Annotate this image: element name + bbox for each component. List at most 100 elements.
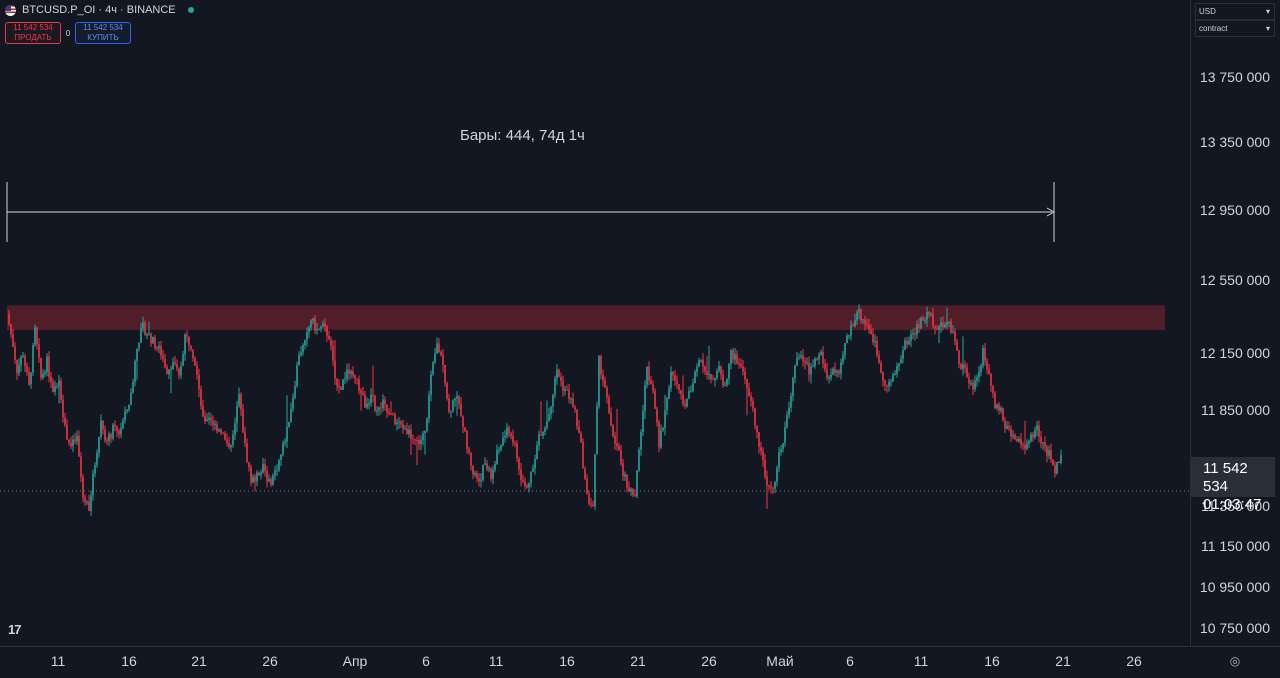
market-status-icon[interactable] — [187, 7, 194, 13]
candle-body — [374, 396, 376, 411]
candle-body — [956, 341, 958, 351]
candle-body — [580, 432, 582, 442]
candle-body — [792, 378, 794, 397]
candle-body — [624, 474, 626, 477]
candle-body — [536, 445, 538, 459]
candle-body — [460, 403, 462, 417]
candle-body — [388, 412, 390, 414]
candle-body — [118, 430, 120, 435]
candle-body — [946, 322, 948, 325]
candle-body — [128, 404, 130, 410]
symbol-header: BTCUSD.P_OI · 4ч · BINANCE — [5, 4, 194, 16]
candle-body — [694, 371, 696, 384]
candle-body — [328, 335, 330, 340]
candle-body — [364, 395, 366, 408]
candle-body — [66, 425, 68, 440]
candle-body — [212, 420, 214, 425]
candle-body — [376, 410, 378, 412]
sell-button[interactable]: 11 542 534 ПРОДАТЬ — [5, 22, 61, 44]
candle-body — [72, 439, 74, 447]
candle-body — [282, 443, 284, 455]
candle-body — [748, 388, 750, 397]
candle-body — [324, 323, 326, 327]
candlestick-chart[interactable] — [0, 0, 1190, 646]
candle-body — [900, 358, 902, 364]
candle-body — [44, 372, 46, 374]
candle-body — [348, 369, 350, 374]
candle-body — [750, 396, 752, 401]
candle-body — [334, 360, 336, 379]
time-tick: 26 — [701, 653, 717, 669]
candle-body — [972, 382, 974, 390]
candle-body — [502, 437, 504, 446]
time-axis[interactable]: 11 16 21 26 Апр 6 11 16 21 26 Май 6 11 1… — [0, 646, 1190, 678]
candle-body — [422, 433, 424, 441]
candle-body — [210, 417, 212, 421]
candle-body — [1060, 455, 1062, 463]
candle-body — [332, 346, 334, 361]
chart-area[interactable] — [0, 0, 1190, 646]
candle-body — [384, 399, 386, 405]
candle-body — [378, 407, 380, 411]
chevron-down-icon: ▾ — [1265, 24, 1270, 33]
candle-body — [838, 370, 840, 374]
candle-body — [772, 487, 774, 489]
tradingview-logo[interactable]: 17 — [8, 622, 22, 637]
candle-body — [98, 436, 100, 453]
candle-body — [288, 421, 290, 428]
candle-body — [668, 388, 670, 399]
buy-button[interactable]: 11 542 534 КУПИТЬ — [75, 22, 131, 44]
candle-body — [264, 464, 266, 472]
candle-body — [784, 427, 786, 444]
candle-body — [410, 429, 412, 439]
candle-body — [152, 337, 154, 344]
candle-body — [398, 421, 400, 423]
candle-body — [358, 379, 360, 391]
symbol-title[interactable]: BTCUSD.P_OI · 4ч · BINANCE — [22, 4, 176, 16]
candle-body — [82, 477, 84, 498]
time-tick: Май — [766, 653, 794, 669]
candle-body — [898, 363, 900, 367]
candle-body — [178, 368, 180, 376]
price-tick: 13 350 000 — [1199, 134, 1270, 150]
candle-body — [616, 443, 618, 447]
candle-body — [998, 404, 1000, 411]
candle-body — [84, 497, 86, 502]
candle-body — [318, 328, 320, 330]
candle-body — [70, 442, 72, 447]
candle-body — [930, 313, 932, 315]
candle-body — [134, 360, 136, 383]
price-tick: 12 950 000 — [1199, 202, 1270, 218]
candle-body — [840, 362, 842, 374]
candle-body — [262, 464, 264, 473]
candle-body — [560, 376, 562, 381]
candle-body — [688, 390, 690, 399]
candle-body — [96, 452, 98, 466]
price-tick: 11 850 000 — [1200, 402, 1270, 418]
unit-select[interactable]: contract ▾ — [1195, 20, 1275, 37]
unit-value: contract — [1199, 24, 1228, 33]
currency-select[interactable]: USD ▾ — [1195, 3, 1275, 20]
candle-body — [992, 385, 994, 394]
price-axis[interactable]: USD ▾ contract ▾ 13 750 000 13 350 000 1… — [1190, 0, 1280, 646]
candle-body — [636, 470, 638, 497]
candle-body — [228, 443, 230, 448]
candle-body — [304, 340, 306, 346]
candle-body — [86, 501, 88, 503]
candle-body — [144, 322, 146, 336]
time-tick: 21 — [191, 653, 207, 669]
candle-body — [1028, 441, 1030, 444]
candle-body — [412, 438, 414, 440]
chart-settings-button[interactable]: ◎ — [1190, 646, 1280, 678]
candle-body — [406, 428, 408, 435]
candle-body — [756, 425, 758, 433]
candle-body — [790, 396, 792, 408]
candle-body — [742, 366, 744, 372]
candle-body — [474, 473, 476, 475]
candle-body — [100, 420, 102, 437]
candle-body — [36, 327, 38, 345]
candle-body — [180, 365, 182, 376]
candle-body — [188, 336, 190, 346]
candle-body — [954, 331, 956, 342]
candle-body — [822, 351, 824, 364]
